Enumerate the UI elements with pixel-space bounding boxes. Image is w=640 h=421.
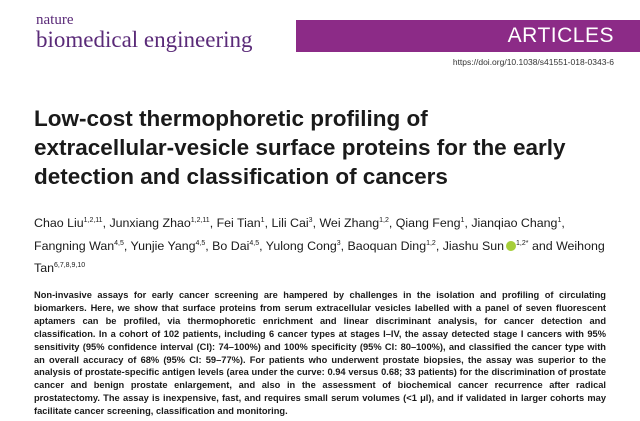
author-affiliation: 1 bbox=[460, 217, 465, 224]
author-name[interactable]: Jiashu Sun bbox=[442, 238, 505, 253]
author-list: Chao Liu1,2,11, Junxiang Zhao1,2,11, Fei… bbox=[34, 212, 614, 280]
author-separator: , bbox=[340, 238, 348, 253]
author-name[interactable]: Baoquan Ding bbox=[347, 238, 427, 253]
author-name[interactable]: Jianqiao Chang bbox=[471, 216, 558, 230]
author-name[interactable]: Lili Cai bbox=[271, 216, 309, 230]
author-separator: , bbox=[264, 216, 272, 230]
author-affiliation: 4,5 bbox=[249, 239, 260, 247]
author-affiliation: 1,2,11 bbox=[83, 217, 103, 224]
author-affiliation: 1,2* bbox=[516, 239, 529, 247]
author-name[interactable]: Qiang Feng bbox=[395, 216, 461, 230]
author-affiliation: 3 bbox=[336, 239, 341, 247]
author-separator: , bbox=[561, 216, 569, 230]
article-title: Low-cost thermophoretic profiling of extr… bbox=[34, 104, 624, 191]
author-separator: , bbox=[259, 238, 266, 253]
author-name[interactable]: Chao Liu bbox=[34, 216, 84, 230]
author-affiliation: 4,5 bbox=[114, 239, 124, 247]
author-name[interactable]: Fei Tian bbox=[216, 216, 261, 230]
section-label: ARTICLES bbox=[507, 24, 614, 47]
title-line: detection and classification of cancers bbox=[34, 164, 448, 189]
section-bar: ARTICLES bbox=[296, 20, 640, 52]
author-affiliation: 3 bbox=[308, 217, 313, 224]
author-name[interactable]: Wei Zhang bbox=[319, 216, 380, 230]
author-affiliation: 4,5 bbox=[195, 239, 206, 247]
author-separator: , bbox=[209, 216, 217, 230]
author-affiliation: 6,7,8,9,10 bbox=[53, 262, 86, 269]
author-affiliation: 1 bbox=[260, 217, 265, 224]
author-affiliation: 1,2 bbox=[426, 239, 436, 247]
author-name[interactable]: Junxiang Zhao bbox=[109, 216, 191, 230]
title-line: extracellular-vesicle surface proteins f… bbox=[34, 135, 566, 160]
author-name[interactable]: Bo Dai bbox=[212, 238, 250, 253]
author-separator: , bbox=[435, 238, 443, 253]
author-affiliation: 1,2 bbox=[379, 217, 389, 224]
author-separator: and bbox=[528, 238, 557, 253]
journal-name: biomedical engineering bbox=[36, 27, 253, 52]
author-name[interactable]: Yulong Cong bbox=[265, 238, 337, 253]
title-line: Low-cost thermophoretic profiling of bbox=[34, 106, 428, 131]
author-separator: , bbox=[464, 216, 472, 230]
author-name[interactable]: Weihong Tan bbox=[34, 238, 605, 276]
author-separator: , bbox=[388, 216, 396, 230]
author-separator: , bbox=[312, 216, 320, 230]
author-name[interactable]: Fangning Wan bbox=[34, 238, 115, 253]
orcid-icon[interactable] bbox=[506, 240, 517, 251]
doi-link[interactable]: https://doi.org/10.1038/s41551-018-0343-… bbox=[452, 57, 614, 67]
abstract: Non-invasive assays for early cancer scr… bbox=[34, 290, 606, 417]
author-affiliation: 1 bbox=[557, 217, 562, 224]
author-separator: , bbox=[205, 238, 213, 253]
journal-top: nature bbox=[36, 12, 74, 28]
author-affiliation: 1,2,11 bbox=[190, 217, 210, 224]
author-separator: , bbox=[123, 238, 131, 253]
author-name[interactable]: Yunjie Yang bbox=[130, 238, 196, 253]
author-separator: , bbox=[102, 216, 110, 230]
